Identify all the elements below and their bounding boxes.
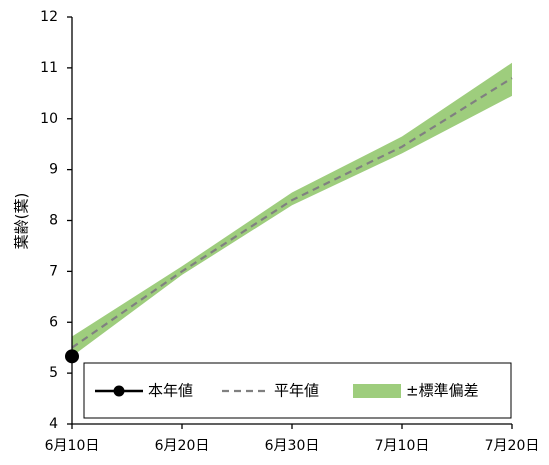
y-axis-title: 葉齢(葉) [13,193,31,250]
y-tick-label: 8 [49,213,58,229]
axes: 4 5 6 7 8 9 10 11 12 6月10日 6月20日 6月30日 7月10日 7月20日 [40,9,539,454]
x-tick-label: 7月10日 [375,438,430,454]
y-tick-label: 11 [40,60,58,76]
x-tick-label: 6月30日 [265,438,320,454]
legend-current-year-marker [113,385,125,397]
y-tick-label: 4 [49,416,58,432]
legend-std-band-swatch [353,384,401,398]
y-tick-label: 7 [49,263,58,279]
legend-box [83,362,512,419]
legend-current-year-label: 本年値 [148,382,193,400]
series-layer [65,77,513,364]
normal-year-line [71,77,513,349]
x-tick-label: 7月20日 [485,438,540,454]
std-band-area [72,62,512,357]
x-tick-label: 6月20日 [155,438,210,454]
y-tick-label: 10 [40,111,58,127]
legend-std-band-label: ±標準偏差 [406,382,479,400]
x-tick-label: 6月10日 [45,438,100,454]
legend-normal-year-label: 平年値 [274,382,319,400]
legend: 本年値 平年値 ±標準偏差 [83,362,512,419]
y-tick-label: 6 [49,314,58,330]
y-tick-label: 9 [49,162,58,178]
y-tick-label: 12 [40,9,58,25]
std-band-layer [72,62,512,357]
y-tick-label: 5 [49,365,58,381]
